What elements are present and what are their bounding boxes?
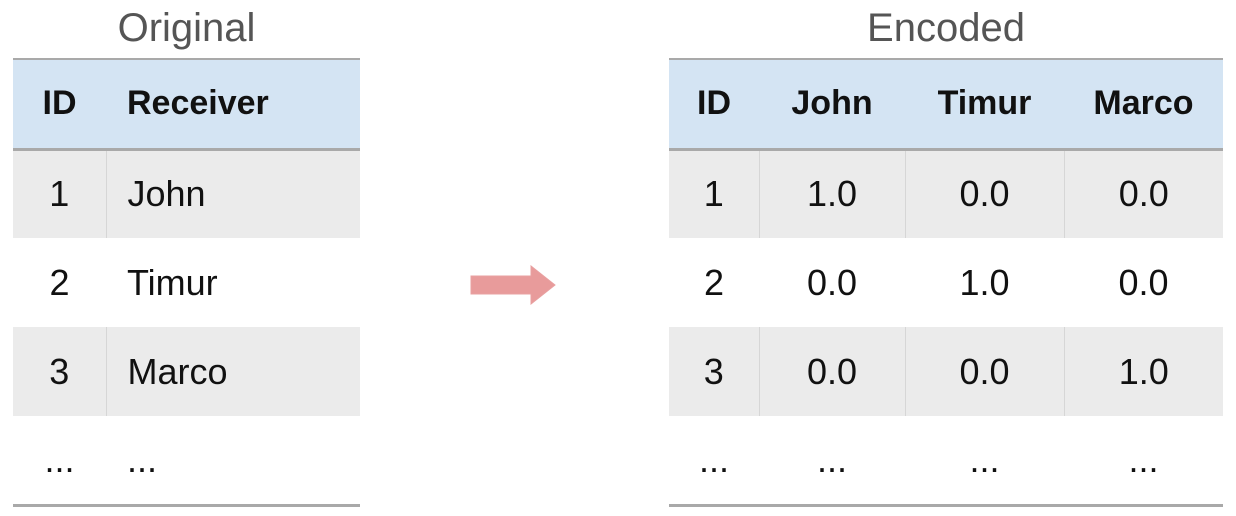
encoded-cell-timur: 1.0	[959, 261, 1010, 303]
original-cell-receiver: John	[105, 149, 360, 238]
encoded-cell-timur: ...	[905, 416, 1064, 507]
encoded-cell-id: 3	[703, 350, 724, 392]
original-cell-id: 1	[49, 173, 70, 215]
encoded-cell-id: 1	[703, 173, 724, 215]
original-cell-id: ...	[13, 416, 106, 507]
original-cell-id: 2	[49, 261, 70, 303]
encoded-cell-marco: 0.0	[1063, 149, 1223, 238]
encoded-cell-john: ...	[759, 416, 905, 507]
table-row: 1 John	[13, 149, 360, 238]
encoded-header-john: John	[759, 58, 905, 151]
table-row: 3 0.0 0.0 1.0	[669, 327, 1223, 416]
encoded-header-marco: Marco	[1064, 58, 1223, 151]
original-header-id: ID	[13, 58, 106, 151]
table-row: 3 Marco	[13, 327, 360, 416]
encoded-cell-john: 1.0	[758, 149, 905, 238]
table-row: 2 0.0 1.0 0.0	[669, 238, 1223, 327]
encoded-cell-john: 0.0	[806, 261, 858, 303]
table-row: ... ... ... ...	[669, 416, 1223, 507]
original-header-receiver: Receiver	[106, 58, 360, 151]
original-cell-receiver: Timur	[127, 261, 218, 303]
encoded-cell-marco: 0.0	[1118, 261, 1169, 303]
encoded-cell-id: 2	[703, 261, 725, 303]
original-table: ID Receiver 1 John 2 Timur 3 Marco ... .…	[13, 58, 360, 507]
original-cell-id: 3	[49, 350, 70, 392]
encoded-cell-timur: 0.0	[904, 149, 1064, 238]
encoded-cell-marco: 1.0	[1063, 327, 1223, 416]
encoded-table: ID John Timur Marco 1 1.0 0.0 0.0 2 0.0 …	[669, 58, 1223, 507]
original-header-row: ID Receiver	[13, 58, 360, 151]
right-arrow-icon	[470, 265, 556, 305]
encoded-cell-marco: ...	[1064, 416, 1223, 507]
encoded-table-caption: Encoded	[867, 6, 1025, 50]
encoded-cell-john: 0.0	[758, 327, 905, 416]
encoded-header-row: ID John Timur Marco	[669, 58, 1223, 151]
encoded-cell-id: ...	[669, 416, 759, 507]
encoded-cell-timur: 0.0	[904, 327, 1064, 416]
table-row: 1 1.0 0.0 0.0	[669, 149, 1223, 238]
encoded-header-id: ID	[669, 58, 759, 151]
table-row: ... ...	[13, 416, 360, 507]
original-cell-receiver: ...	[106, 416, 360, 507]
table-row: 2 Timur	[13, 238, 360, 327]
encoded-header-timur: Timur	[905, 58, 1064, 151]
original-table-caption: Original	[117, 6, 256, 50]
original-cell-receiver: Marco	[105, 327, 360, 416]
